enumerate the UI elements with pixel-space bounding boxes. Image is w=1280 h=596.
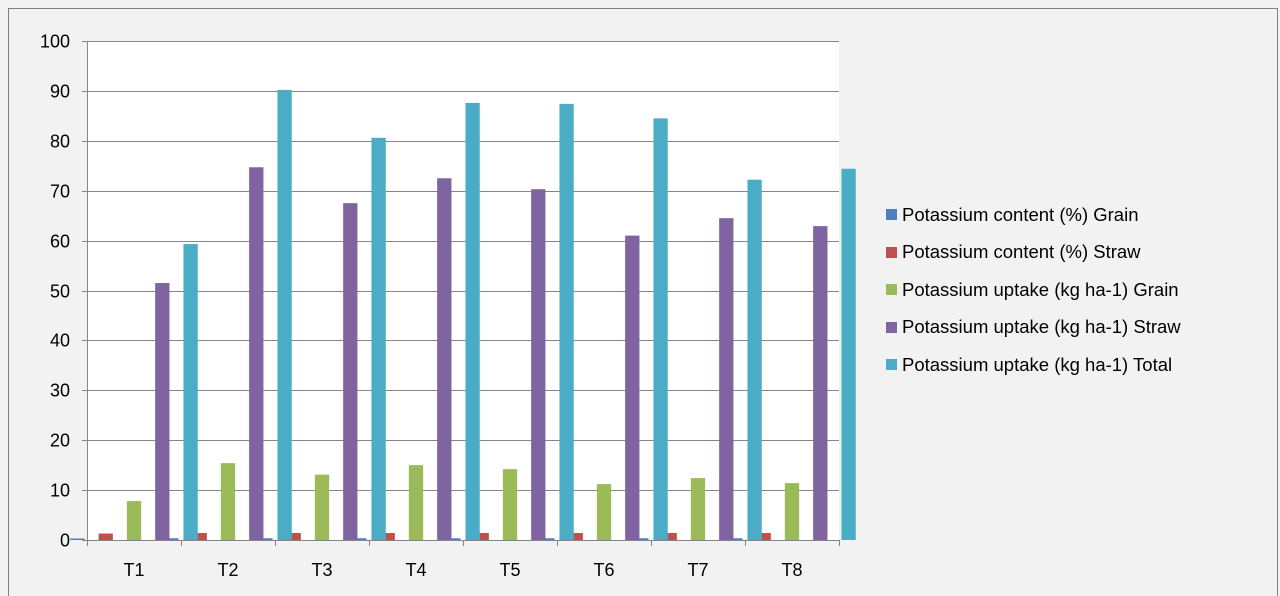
bar [813,226,828,540]
bar [662,533,677,540]
x-tick-label: T6 [593,560,614,580]
bar [559,103,574,541]
bar [249,167,264,540]
y-tick-label: 10 [50,481,70,501]
legend-swatch [886,284,897,296]
x-tick-label: T2 [217,560,238,580]
legend-swatch [886,359,897,371]
bar [540,538,555,540]
bar [258,538,273,540]
x-tick-label: T7 [687,560,708,580]
bar [446,538,461,540]
legend-label: Potassium content (%) Grain [902,203,1139,225]
bar [653,118,668,540]
bar [625,235,640,541]
y-tick-label: 70 [50,182,70,202]
bar [380,533,395,540]
x-tick-label: T4 [405,560,426,580]
bar [531,189,546,540]
y-tick-label: 50 [50,282,70,302]
bar [98,533,113,540]
bar [634,538,649,540]
gridlines [87,41,839,541]
legend-item: Potassium content (%) Grain [886,196,1276,234]
legend-swatch [886,209,897,221]
legend-label: Potassium uptake (kg ha-1) Total [902,353,1173,375]
y-tick-label: 0 [60,531,70,551]
y-tick-label: 40 [50,331,70,351]
bar [155,283,170,540]
tick-labels: 0 10 20 30 40 50 60 70 80 90 100 T1 T2 T3 T4 T5 T6 T7 T8 [40,32,803,581]
y-tick-label: 60 [50,232,70,252]
bar [220,463,236,540]
bars [70,89,856,541]
bar [465,102,480,540]
y-tick-label: 20 [50,431,70,451]
x-tick-label: T5 [499,560,520,580]
bar [784,483,800,540]
bar [371,137,386,540]
bar [183,244,198,540]
bar [286,533,301,540]
bar [502,469,518,540]
bar [756,533,771,540]
bar [841,168,856,541]
y-tick-label: 100 [40,32,70,52]
bar [352,538,367,540]
bar [747,179,762,540]
legend: Potassium content (%) Grain Potassium con… [886,196,1276,384]
bar [437,178,452,541]
axes [82,41,840,546]
y-tick-label: 80 [50,132,70,152]
legend-item: Potassium uptake (kg ha-1) Straw [886,309,1276,347]
legend-swatch [886,321,897,333]
bar [277,89,292,541]
y-tick-label: 30 [50,381,70,401]
legend-label: Potassium content (%) Straw [902,241,1141,263]
x-tick-label: T3 [311,560,332,580]
bar [408,465,424,540]
bar [70,538,85,540]
x-tick-label: T8 [781,560,802,580]
bar [126,501,142,540]
bar [728,538,743,540]
bar [343,203,358,541]
legend-swatch [886,246,897,258]
x-tick-label: T1 [123,560,144,580]
legend-item: Potassium content (%) Straw [886,234,1276,272]
plot-area [87,41,839,540]
bar [474,533,489,540]
bar [690,478,706,540]
bar [568,533,583,540]
legend-label: Potassium uptake (kg ha-1) Grain [902,278,1179,300]
bar [719,218,734,540]
legend-item: Potassium uptake (kg ha-1) Grain [886,271,1276,309]
legend-label: Potassium uptake (kg ha-1) Straw [902,316,1181,338]
bar [596,484,612,540]
bar [164,538,179,540]
bar [314,474,330,540]
y-tick-label: 90 [50,82,70,102]
legend-item: Potassium uptake (kg ha-1) Total [886,346,1276,384]
bar [192,533,207,540]
